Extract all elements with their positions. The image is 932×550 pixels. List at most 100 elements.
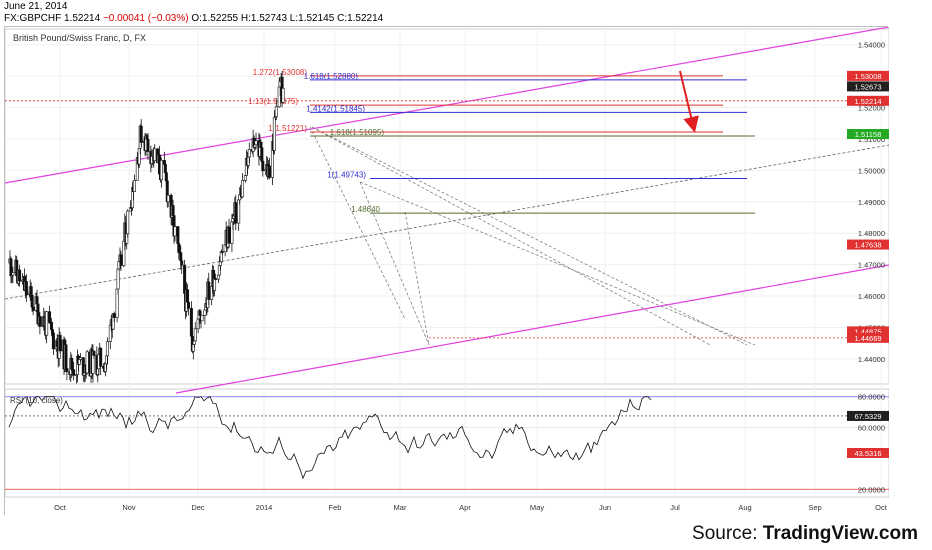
price-marker: 1.53008 [847, 70, 889, 81]
candle-body [261, 160, 265, 172]
candle-body [227, 226, 231, 244]
quote-line: FX:GBPCHF 1.52214 −0.00041 (−0.03%) O:1.… [4, 13, 383, 24]
time-tick-label: May [530, 503, 544, 512]
rsi-line [8, 396, 652, 480]
fan-line-2[interactable] [311, 126, 711, 346]
fib-level-label: 1.4142(1.51845) [306, 104, 365, 113]
symbol[interactable]: FX:GBPCHF [4, 13, 62, 24]
fib-level-label: 1.618(1.51095) [330, 128, 385, 137]
swing-line-2[interactable] [359, 181, 430, 346]
time-tick-label: Apr [459, 503, 471, 512]
mid-channel-line[interactable] [5, 144, 889, 300]
high-value: 1.52743 [250, 13, 288, 24]
candle-body [78, 357, 82, 360]
low-value: 1.52145 [298, 13, 335, 24]
price-marker-box [847, 70, 889, 81]
candle-body [65, 368, 69, 373]
source-brand[interactable]: TradingView.com [762, 523, 918, 544]
price-marker: 1.44669 [847, 332, 889, 343]
price-marker-label: 1.44669 [854, 334, 881, 343]
rsi-tick-label: 60.0000 [858, 424, 885, 433]
high-label: H: [240, 13, 251, 24]
candle-body [24, 281, 28, 295]
price-marker-box [847, 239, 889, 250]
candle-body [254, 140, 258, 146]
candle-body [200, 314, 204, 322]
low-label: L: [289, 13, 299, 24]
price-tick-label: 1.51000 [858, 135, 885, 144]
chart-title: British Pound/Swiss Franc, D, FX [13, 33, 146, 43]
open-label: O: [191, 13, 202, 24]
candle-body [126, 210, 130, 235]
price-chart[interactable]: 1.272(1.53008)1.618(1.52880) 1.13(1.52075… [5, 27, 889, 516]
target-arrow[interactable] [679, 70, 699, 133]
rsi-marker-box [847, 410, 889, 421]
rsi-tick-label: 80.0000 [858, 393, 885, 402]
channel-lines [5, 27, 889, 394]
candle-body [139, 125, 143, 143]
candle-body [220, 251, 224, 253]
candle-body [38, 316, 42, 327]
swing-line-3[interactable] [404, 211, 430, 346]
candle-body [274, 106, 278, 117]
candle-body [180, 260, 184, 266]
source-credit: Source: TradingView.com [692, 523, 918, 545]
candle-body [193, 328, 197, 342]
price-tick-label: 1.48000 [858, 229, 885, 238]
swing-line-1[interactable] [309, 126, 406, 320]
candle-body [11, 272, 15, 276]
rsi-tick-label: 20.0000 [858, 485, 885, 494]
candle-body [214, 278, 218, 280]
price-marker: 1.44875 [847, 326, 889, 337]
candles [8, 71, 285, 384]
price-marker-label: 1.47638 [854, 241, 881, 250]
candle-body [247, 149, 251, 158]
candle-body [241, 180, 245, 198]
candle-body [260, 147, 264, 162]
price-marker: 1.52214 [847, 95, 889, 106]
candle-body [272, 117, 276, 151]
price-axis[interactable]: 1.540001.530001.520001.510001.500001.490… [847, 41, 889, 495]
time-tick-label: Aug [738, 503, 751, 512]
price-change: −0.00041 (−0.03%) [102, 13, 189, 24]
close-label: C: [337, 13, 348, 24]
price-marker-label: 1.44875 [854, 327, 881, 336]
price-marker-box [847, 332, 889, 343]
fan-line-3[interactable] [359, 181, 756, 346]
rsi-marker: 67.5329 [847, 410, 889, 421]
rsi-title: RSI (10, close) [10, 396, 63, 405]
candle-body [18, 269, 22, 282]
rsi-marker: 43.5316 [847, 447, 889, 458]
chart-frame[interactable]: 1.272(1.53008) 1.618(1.52880) 1.13(1.52075… [4, 26, 889, 516]
price-tick-label: 1.54000 [858, 41, 885, 50]
price-panel-border [5, 28, 889, 385]
time-tick-label: Nov [122, 503, 136, 512]
time-tick-label: Oct [875, 503, 888, 512]
close-value: 1.52214 [347, 13, 384, 24]
rsi-panel [5, 396, 889, 490]
time-tick-label: Feb [329, 503, 342, 512]
candle-body [213, 278, 217, 291]
time-tick-label: Mar [394, 503, 407, 512]
source-label: Source: [692, 523, 758, 544]
fan-line-1[interactable] [311, 126, 748, 346]
candle-body [281, 87, 285, 103]
candle-body [92, 350, 96, 356]
candle-body [119, 254, 123, 266]
open-value: 1.52255 [201, 13, 239, 24]
candle-body [153, 148, 157, 161]
time-axis[interactable]: Oct Nov Dec 2014 Feb Mar Apr May Jun Jul Aug Sep Oct [54, 503, 888, 512]
price-marker-label: 1.53008 [854, 72, 881, 81]
fib-level-label: 1.618(1.52880) [304, 72, 359, 81]
lower-channel-line[interactable] [175, 264, 889, 394]
fib-level-label: 1(1.49743) [327, 170, 366, 179]
fib-level-label: 1.13(1.52075) [248, 97, 298, 106]
fib-level-label: 1.272(1.53008) [253, 68, 308, 77]
candle-body [132, 179, 136, 192]
price-marker: 1.51158 [847, 128, 889, 139]
last-price: 1.52214 [64, 13, 101, 24]
candle-body [234, 202, 238, 224]
price-marker-label: 1.52214 [854, 97, 881, 106]
time-tick-label: Oct [54, 503, 67, 512]
candle-body [99, 347, 103, 367]
